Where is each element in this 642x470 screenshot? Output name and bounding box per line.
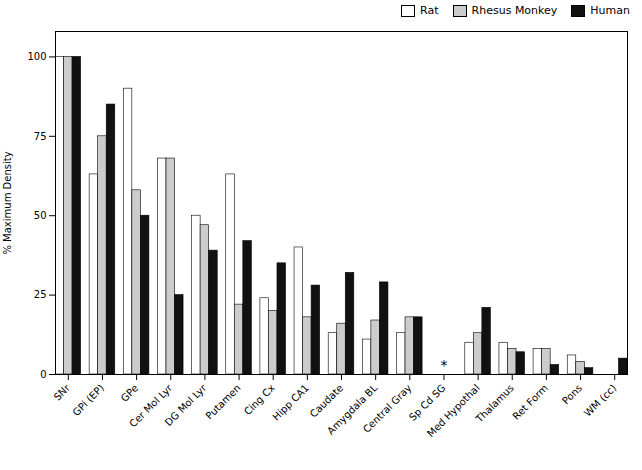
html-text:Rat: Rat: [420, 4, 439, 17]
svg-text:50: 50: [34, 210, 47, 221]
svg-text:Thalamus: Thalamus: [473, 382, 516, 425]
svg-text:25: 25: [34, 289, 47, 300]
svg-text:WM (cc): WM (cc): [582, 382, 618, 418]
svg-text:Ret Form: Ret Form: [511, 382, 551, 422]
svg-text:Putamen: Putamen: [203, 382, 242, 421]
svg-text:Hipp CA1: Hipp CA1: [270, 382, 311, 423]
svg-text:Pons: Pons: [560, 382, 584, 406]
svg-text:Central Gray: Central Gray: [361, 382, 414, 435]
svg-text:Caudate: Caudate: [307, 382, 346, 420]
svg-text:DG Mol Lyr: DG Mol Lyr: [163, 382, 210, 429]
svg-text:Sp Cd SG: Sp Cd SG: [407, 382, 448, 423]
html-text:Human: Human: [590, 4, 630, 17]
html-text:Rhesus Monkey: Rhesus Monkey: [471, 4, 558, 17]
svg-text:75: 75: [34, 131, 47, 142]
svg-text:GPi (EP): GPi (EP): [70, 382, 106, 418]
svg-text:Med Hypothal: Med Hypothal: [425, 382, 482, 439]
svg-text:Amygdala BL: Amygdala BL: [325, 382, 380, 437]
svg-text:100: 100: [27, 51, 46, 62]
svg-text:0: 0: [40, 369, 46, 380]
svg-text:GPe: GPe: [119, 382, 141, 404]
svg-text:SNr: SNr: [52, 382, 73, 403]
svg-text:% Maximum Density: % Maximum Density: [2, 151, 13, 254]
svg-text:Cing Cx: Cing Cx: [242, 382, 277, 417]
svg-text:Cer Mol Lyr: Cer Mol Lyr: [127, 382, 175, 430]
svg-text:*: *: [440, 357, 447, 373]
